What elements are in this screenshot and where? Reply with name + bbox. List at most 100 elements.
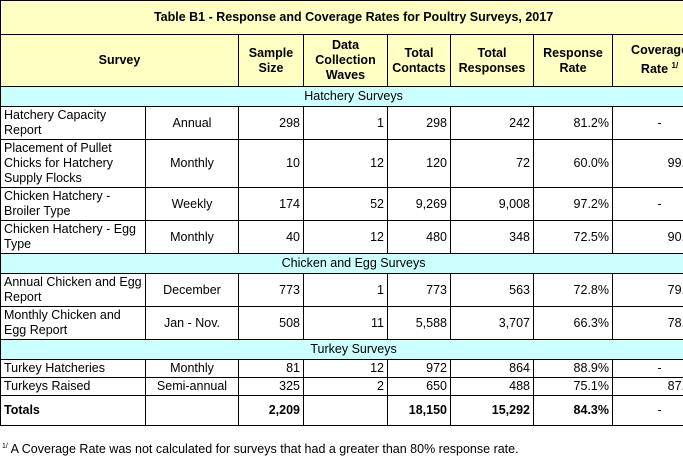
cell: 79.8% bbox=[611, 273, 683, 307]
cell: Semi-annual bbox=[145, 377, 239, 396]
cell: 508 bbox=[238, 306, 304, 340]
column-header: Coverage Rate 1/ bbox=[611, 34, 683, 87]
cell: 2 bbox=[303, 377, 388, 396]
totals-row: Totals 2,209 18,150 15,292 84.3% - bbox=[0, 395, 683, 426]
header-row: Survey Sample Size Data Collection Waves To… bbox=[0, 34, 683, 87]
cell: 3,707 bbox=[450, 306, 534, 340]
cell: 12 bbox=[303, 359, 388, 378]
cell: 10 bbox=[238, 139, 304, 188]
cell: Chicken Hatchery - Broiler Type bbox=[0, 187, 146, 221]
cell: 1 bbox=[303, 106, 388, 140]
cell: Monthly bbox=[145, 359, 239, 378]
cell: 99.6% bbox=[611, 139, 683, 188]
cell: 5,588 bbox=[387, 306, 451, 340]
cell: - bbox=[611, 395, 683, 426]
column-header: Response Rate bbox=[533, 34, 613, 87]
cell: 864 bbox=[450, 359, 534, 378]
footnote-marker: 1/ bbox=[2, 442, 8, 450]
cell: 12 bbox=[303, 139, 388, 188]
column-header-text: Total Contacts bbox=[392, 45, 446, 75]
cell: 242 bbox=[450, 106, 534, 140]
cell: Jan - Nov. bbox=[145, 306, 239, 340]
data-row: Chicken Hatchery - Egg Type Monthly 40 12 48… bbox=[0, 220, 683, 254]
cell: - bbox=[611, 106, 683, 140]
cell: 66.3% bbox=[533, 306, 613, 340]
cell: 298 bbox=[238, 106, 304, 140]
cell: Hatchery Capacity Report bbox=[0, 106, 146, 140]
cell: 81 bbox=[238, 359, 304, 378]
cell: 18,150 bbox=[387, 395, 451, 426]
column-header-text: Coverage Rate bbox=[631, 43, 683, 77]
cell: 97.2% bbox=[533, 187, 613, 221]
data-row: Monthly Chicken and Egg Report Jan - Nov.… bbox=[0, 306, 683, 340]
cell: 972 bbox=[387, 359, 451, 378]
cell: 81.2% bbox=[533, 106, 613, 140]
section-title: Hatchery Surveys bbox=[0, 86, 683, 107]
data-row: Annual Chicken and Egg Report December 773… bbox=[0, 273, 683, 307]
data-row: Turkey Hatcheries Monthly 81 12 972 864 88.9% - bbox=[0, 359, 683, 378]
cell: 9,008 bbox=[450, 187, 534, 221]
cell: 15,292 bbox=[450, 395, 534, 426]
cell: 650 bbox=[387, 377, 451, 396]
cell: 90.4% bbox=[611, 220, 683, 254]
cell: 563 bbox=[450, 273, 534, 307]
cell: 773 bbox=[387, 273, 451, 307]
cell: Annual Chicken and Egg Report bbox=[0, 273, 146, 307]
column-header-text: Data Collection Waves bbox=[315, 38, 376, 82]
cell bbox=[145, 395, 239, 426]
totals-label: Totals bbox=[0, 395, 146, 426]
data-row: Turkeys Raised Semi-annual 325 2 650 488 75.1%… bbox=[0, 377, 683, 396]
table-body: Table B1 - Response and Coverage Rates f… bbox=[0, 0, 683, 426]
cell: 88.9% bbox=[533, 359, 613, 378]
cell: 40 bbox=[238, 220, 304, 254]
cell: 78.0% bbox=[611, 306, 683, 340]
column-note: 1/ bbox=[671, 61, 679, 71]
cell: - bbox=[611, 359, 683, 378]
cell: 72 bbox=[450, 139, 534, 188]
cell: Turkey Hatcheries bbox=[0, 359, 146, 378]
cell: 72.8% bbox=[533, 273, 613, 307]
section-row: Hatchery Surveys bbox=[0, 86, 683, 107]
data-row: Hatchery Capacity Report Annual 298 1 298 242… bbox=[0, 106, 683, 140]
cell: 480 bbox=[387, 220, 451, 254]
cell: 72.5% bbox=[533, 220, 613, 254]
table-title: Table B1 - Response and Coverage Rates f… bbox=[0, 0, 683, 35]
cell: 298 bbox=[387, 106, 451, 140]
cell: December bbox=[145, 273, 239, 307]
column-header-text: Sample Size bbox=[248, 45, 294, 75]
cell: 773 bbox=[238, 273, 304, 307]
cell: 2,209 bbox=[238, 395, 304, 426]
section-title: Chicken and Egg Surveys bbox=[0, 253, 683, 274]
column-header-text: Response Rate bbox=[543, 45, 603, 75]
cell bbox=[303, 395, 388, 426]
cell: 1 bbox=[303, 273, 388, 307]
cell: - bbox=[611, 187, 683, 221]
section-row: Chicken and Egg Surveys bbox=[0, 253, 683, 274]
cell: 75.1% bbox=[533, 377, 613, 396]
footnote: 1/ A Coverage Rate was not calculated fo… bbox=[2, 442, 519, 456]
title-row: Table B1 - Response and Coverage Rates f… bbox=[0, 0, 683, 35]
column-header-text: Total Responses bbox=[458, 45, 526, 75]
cell: Annual bbox=[145, 106, 239, 140]
cell: Weekly bbox=[145, 187, 239, 221]
cell: Placement of Pullet Chicks for Hatchery … bbox=[0, 139, 146, 188]
cell: 12 bbox=[303, 220, 388, 254]
cell: Turkeys Raised bbox=[0, 377, 146, 396]
column-header: Total Contacts bbox=[387, 34, 451, 87]
section-title: Turkey Surveys bbox=[0, 339, 683, 360]
column-header: Total Responses bbox=[450, 34, 534, 87]
footnote-text: A Coverage Rate was not calculated for s… bbox=[10, 442, 519, 456]
cell: 52 bbox=[303, 187, 388, 221]
cell: 11 bbox=[303, 306, 388, 340]
cell: 348 bbox=[450, 220, 534, 254]
data-row: Chicken Hatchery - Broiler Type Weekly 174… bbox=[0, 187, 683, 221]
column-header: Data Collection Waves bbox=[303, 34, 388, 87]
cell: Monthly bbox=[145, 220, 239, 254]
column-header: Sample Size bbox=[238, 34, 304, 87]
cell: 174 bbox=[238, 187, 304, 221]
cell: 9,269 bbox=[387, 187, 451, 221]
cell: Monthly Chicken and Egg Report bbox=[0, 306, 146, 340]
cell: 120 bbox=[387, 139, 451, 188]
